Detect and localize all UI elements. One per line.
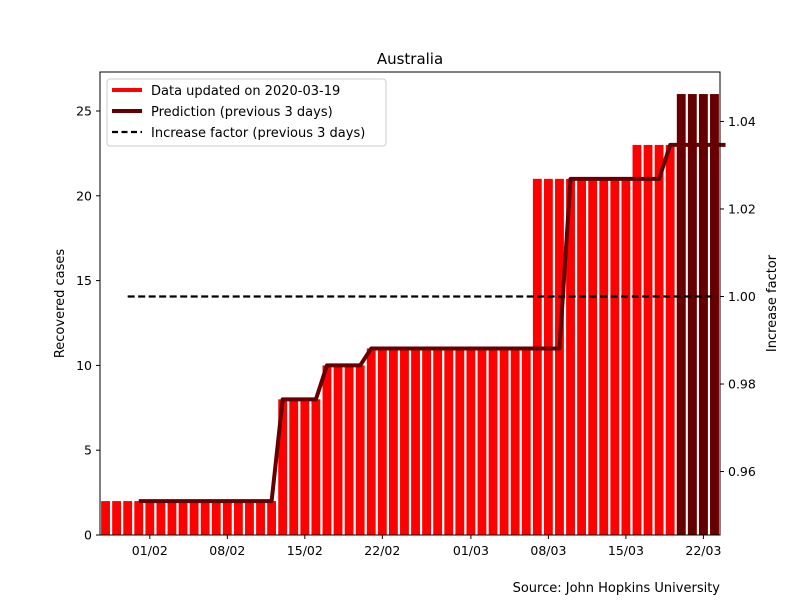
data-bar <box>599 178 609 535</box>
data-bar <box>654 144 664 535</box>
y-axis-label: Recovered cases <box>53 249 68 359</box>
prediction-bar <box>687 94 697 536</box>
data-bar <box>621 178 631 535</box>
x-tick-label: 08/02 <box>209 543 245 558</box>
legend-box <box>106 78 387 147</box>
data-bar <box>101 501 110 535</box>
data-bar <box>455 348 465 535</box>
data-bar <box>665 144 675 535</box>
data-bar <box>156 501 166 535</box>
data-bar <box>267 501 277 535</box>
y-tick-label: 25 <box>76 104 92 119</box>
y-tick-label: 0 <box>84 528 92 543</box>
data-bar <box>510 348 520 535</box>
data-bar <box>311 399 321 535</box>
chart-title: Australia <box>377 50 443 68</box>
data-bar <box>178 501 188 535</box>
x-tick-label: 01/03 <box>453 543 489 558</box>
data-bar <box>333 365 343 535</box>
data-bar <box>466 348 476 535</box>
data-bar <box>444 348 454 535</box>
x-tick-label: 01/02 <box>132 543 168 558</box>
data-bar <box>222 501 232 535</box>
data-bar <box>189 501 199 535</box>
data-bar <box>388 348 398 535</box>
data-bar <box>433 348 443 535</box>
data-bar <box>167 501 177 535</box>
data-bar <box>632 144 642 535</box>
x-tick-label: 15/02 <box>287 543 323 558</box>
data-bar <box>643 144 653 535</box>
data-bar <box>577 178 587 535</box>
data-bar <box>610 178 620 535</box>
prediction-bar <box>710 94 719 536</box>
plot-frame <box>99 71 721 536</box>
data-bar <box>322 365 332 535</box>
data-bar <box>566 178 575 535</box>
data-bar <box>422 348 432 535</box>
x-axis: 01/02 08/02 15/02 22/02 01/03 08/03 15/03 22/03 <box>132 535 721 558</box>
data-bar <box>233 501 243 535</box>
y2-tick-label: 0.98 <box>728 377 756 392</box>
y2-tick-label: 0.96 <box>728 464 756 479</box>
data-bar <box>499 348 509 535</box>
y2-axis-label: Increase factor <box>765 254 780 352</box>
y2-tick-label: 1.04 <box>728 114 756 129</box>
data-bar <box>245 501 254 535</box>
y2-tick-label: 1.02 <box>728 201 756 216</box>
data-bar <box>588 178 598 535</box>
data-bar <box>289 399 299 535</box>
x-tick-label: 15/03 <box>608 543 644 558</box>
data-bar <box>355 365 365 535</box>
data-bar <box>477 348 487 535</box>
y-axis-right: 0.96 0.98 1.00 1.02 1.04 <box>720 114 756 479</box>
prediction-bar <box>698 94 708 536</box>
bars-layer <box>101 94 719 536</box>
y2-tick-label: 1.00 <box>728 289 756 304</box>
data-bar <box>521 348 531 535</box>
data-bar <box>200 501 210 535</box>
legend: Data updated on 2020-03-19 Prediction (p… <box>106 78 387 147</box>
data-bar <box>300 399 310 535</box>
y-tick-label: 20 <box>76 188 92 203</box>
data-bar <box>411 348 420 535</box>
data-bar <box>366 348 376 535</box>
prediction-bar <box>676 94 686 536</box>
data-bar <box>377 348 387 535</box>
data-bar <box>145 501 155 535</box>
y-axis-left: 0 5 10 15 20 25 <box>76 104 100 543</box>
data-bar <box>344 365 354 535</box>
x-tick-label: 22/02 <box>364 543 400 558</box>
legend-label-prediction: Prediction (previous 3 days) <box>151 105 333 120</box>
y-tick-label: 10 <box>76 358 92 373</box>
prediction-line <box>138 142 726 504</box>
data-bar <box>134 501 144 535</box>
y-tick-label: 5 <box>84 443 92 458</box>
data-bar <box>543 178 553 535</box>
y-tick-label: 15 <box>76 273 92 288</box>
data-bar <box>211 501 221 535</box>
lines-layer <box>127 142 726 504</box>
legend-label-factor: Increase factor (previous 3 days) <box>151 126 365 141</box>
x-tick-label: 08/03 <box>530 543 566 558</box>
data-bar <box>488 348 498 535</box>
legend-label-data: Data updated on 2020-03-19 <box>151 84 340 99</box>
data-bar <box>532 178 542 535</box>
data-bar <box>256 501 265 535</box>
data-bar <box>112 501 122 535</box>
data-bar <box>400 348 409 535</box>
data-bar <box>555 178 564 535</box>
x-tick-label: 22/03 <box>685 543 721 558</box>
data-bar <box>278 399 288 535</box>
data-bar <box>123 501 133 535</box>
source-note: Source: John Hopkins University <box>513 581 721 596</box>
